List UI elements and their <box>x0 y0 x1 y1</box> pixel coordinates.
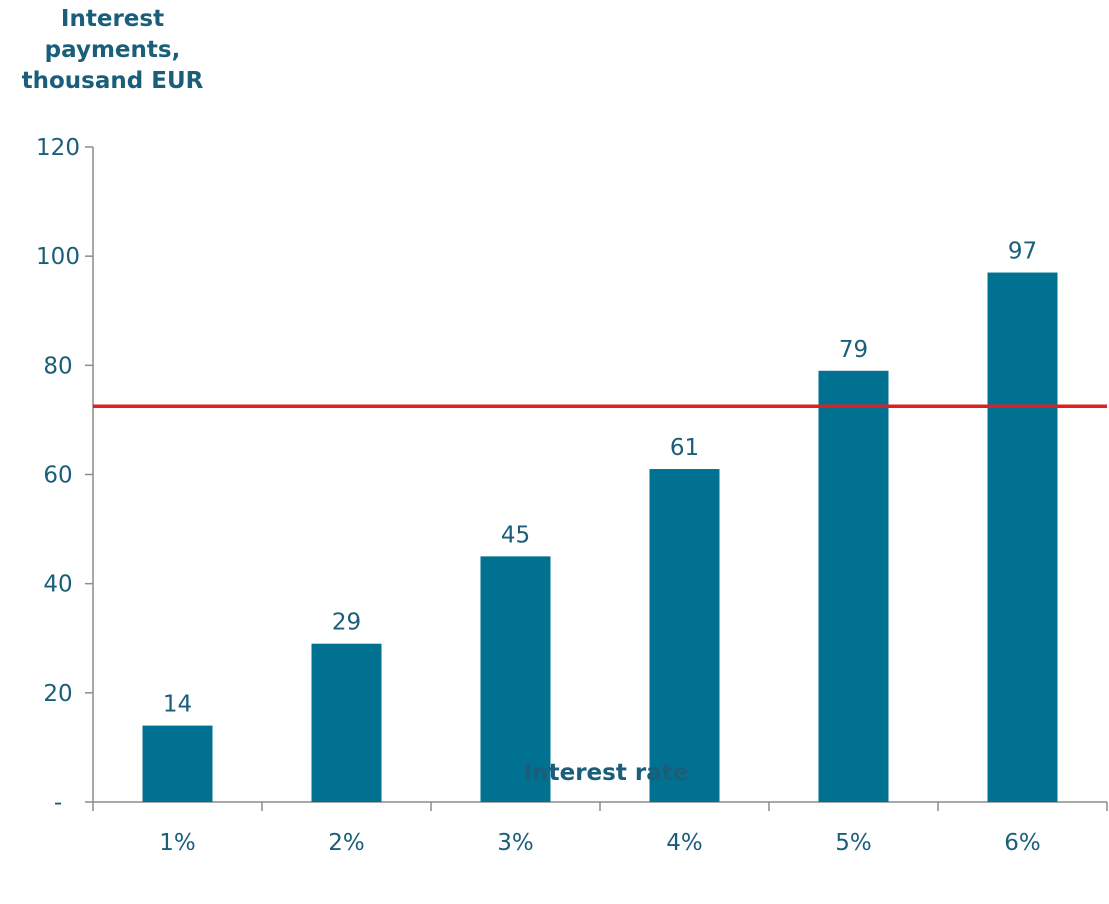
y-tick-label: 20 <box>43 681 72 707</box>
bar <box>480 556 551 802</box>
y-tick-label: 100 <box>36 244 80 270</box>
x-tick-label: 1% <box>159 830 196 856</box>
bar <box>818 370 889 802</box>
y-tick-label: 120 <box>36 135 80 161</box>
y-tick-label: - <box>54 790 62 816</box>
data-label: 97 <box>1008 239 1037 265</box>
data-label: 45 <box>501 522 530 548</box>
y-axis-title: Interest payments, thousand EUR <box>21 6 204 94</box>
x-tick-label: 3% <box>497 830 534 856</box>
bar <box>311 643 382 802</box>
bar <box>649 469 720 802</box>
bar <box>142 725 213 802</box>
x-tick-label: 6% <box>1004 830 1041 856</box>
data-label: 14 <box>163 692 192 718</box>
bar <box>987 272 1058 803</box>
data-label: 79 <box>839 337 868 363</box>
x-tick-label: 5% <box>835 830 872 856</box>
x-tick-label: 4% <box>666 830 703 856</box>
y-tick-label: 80 <box>43 353 72 379</box>
data-label: 61 <box>670 435 699 461</box>
x-tick-label: 2% <box>328 830 365 856</box>
x-axis-title: Interest rate <box>523 760 689 786</box>
data-label: 29 <box>332 610 361 636</box>
y-tick-label: 60 <box>43 463 72 489</box>
y-tick-label: 40 <box>43 572 72 598</box>
